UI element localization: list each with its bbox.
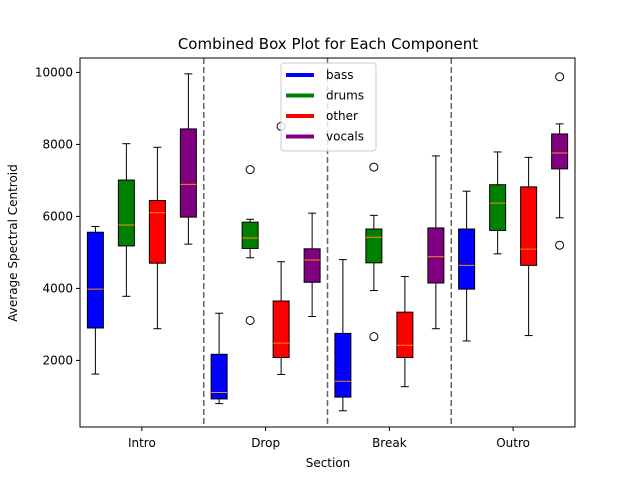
y-tick-label: 4000 <box>42 281 73 295</box>
box-other-intro <box>148 146 166 330</box>
box-body <box>427 227 445 284</box>
box-body <box>179 128 197 218</box>
x-tick-label: Intro <box>128 436 156 450</box>
legend-label-vocals: vocals <box>326 130 364 144</box>
box-drums-break <box>365 162 383 342</box>
box-body <box>148 200 166 264</box>
box-body <box>210 353 228 400</box>
box-body <box>241 221 259 249</box>
x-axis-label: Section <box>306 456 351 470</box>
box-other-outro <box>520 156 538 337</box>
legend-box <box>280 62 377 152</box>
box-bass-drop <box>210 312 228 405</box>
y-tick-label: 8000 <box>42 137 73 151</box>
chart-title: Combined Box Plot for Each Component <box>178 35 478 53</box>
x-tick-label: Break <box>372 436 407 450</box>
y-tick-label: 2000 <box>42 353 73 367</box>
box-vocals-break <box>427 155 445 330</box>
box-body <box>86 231 104 329</box>
y-axis-label: Average Spectral Centroid <box>6 164 20 321</box>
legend-label-bass: bass <box>326 68 353 82</box>
outlier-point <box>369 332 379 342</box>
box-body <box>334 332 352 398</box>
outlier-point <box>555 72 565 82</box>
legend: bass drums other vocals <box>280 62 377 152</box>
box-vocals-intro <box>179 73 197 245</box>
box-body <box>551 133 569 170</box>
box-body <box>303 248 321 283</box>
box-body <box>520 186 538 266</box>
outlier-point <box>369 162 379 172</box>
x-tick-label: Outro <box>496 436 530 450</box>
box-drums-drop <box>241 165 259 325</box>
outlier-point <box>245 165 255 175</box>
box-drums-intro <box>117 143 135 297</box>
box-body <box>489 184 507 231</box>
outlier-point <box>245 315 255 325</box>
outlier-point <box>555 240 565 250</box>
y-tick-label: 6000 <box>42 209 73 223</box>
box-body <box>365 228 383 264</box>
box-drums-outro <box>489 151 507 255</box>
box-bass-outro <box>458 190 476 342</box>
box-other-break <box>396 276 414 388</box>
box-bass-break <box>334 259 352 412</box>
box-body <box>117 179 135 247</box>
legend-label-other: other <box>326 109 358 123</box>
y-tick-label: 10000 <box>35 65 73 79</box>
plot-frame <box>79 57 576 428</box>
box-body <box>458 228 476 290</box>
box-body <box>272 300 290 359</box>
box-vocals-outro <box>551 72 569 250</box>
x-tick-label: Drop <box>251 436 280 450</box>
box-body <box>396 311 414 359</box>
box-vocals-drop <box>303 212 321 317</box>
box-other-drop <box>272 121 290 375</box>
box-bass-intro <box>86 225 104 375</box>
plot-area: 2000 4000 6000 8000 10000 Intro Drop Break Outro <box>35 58 569 450</box>
legend-label-drums: drums <box>326 89 364 103</box>
